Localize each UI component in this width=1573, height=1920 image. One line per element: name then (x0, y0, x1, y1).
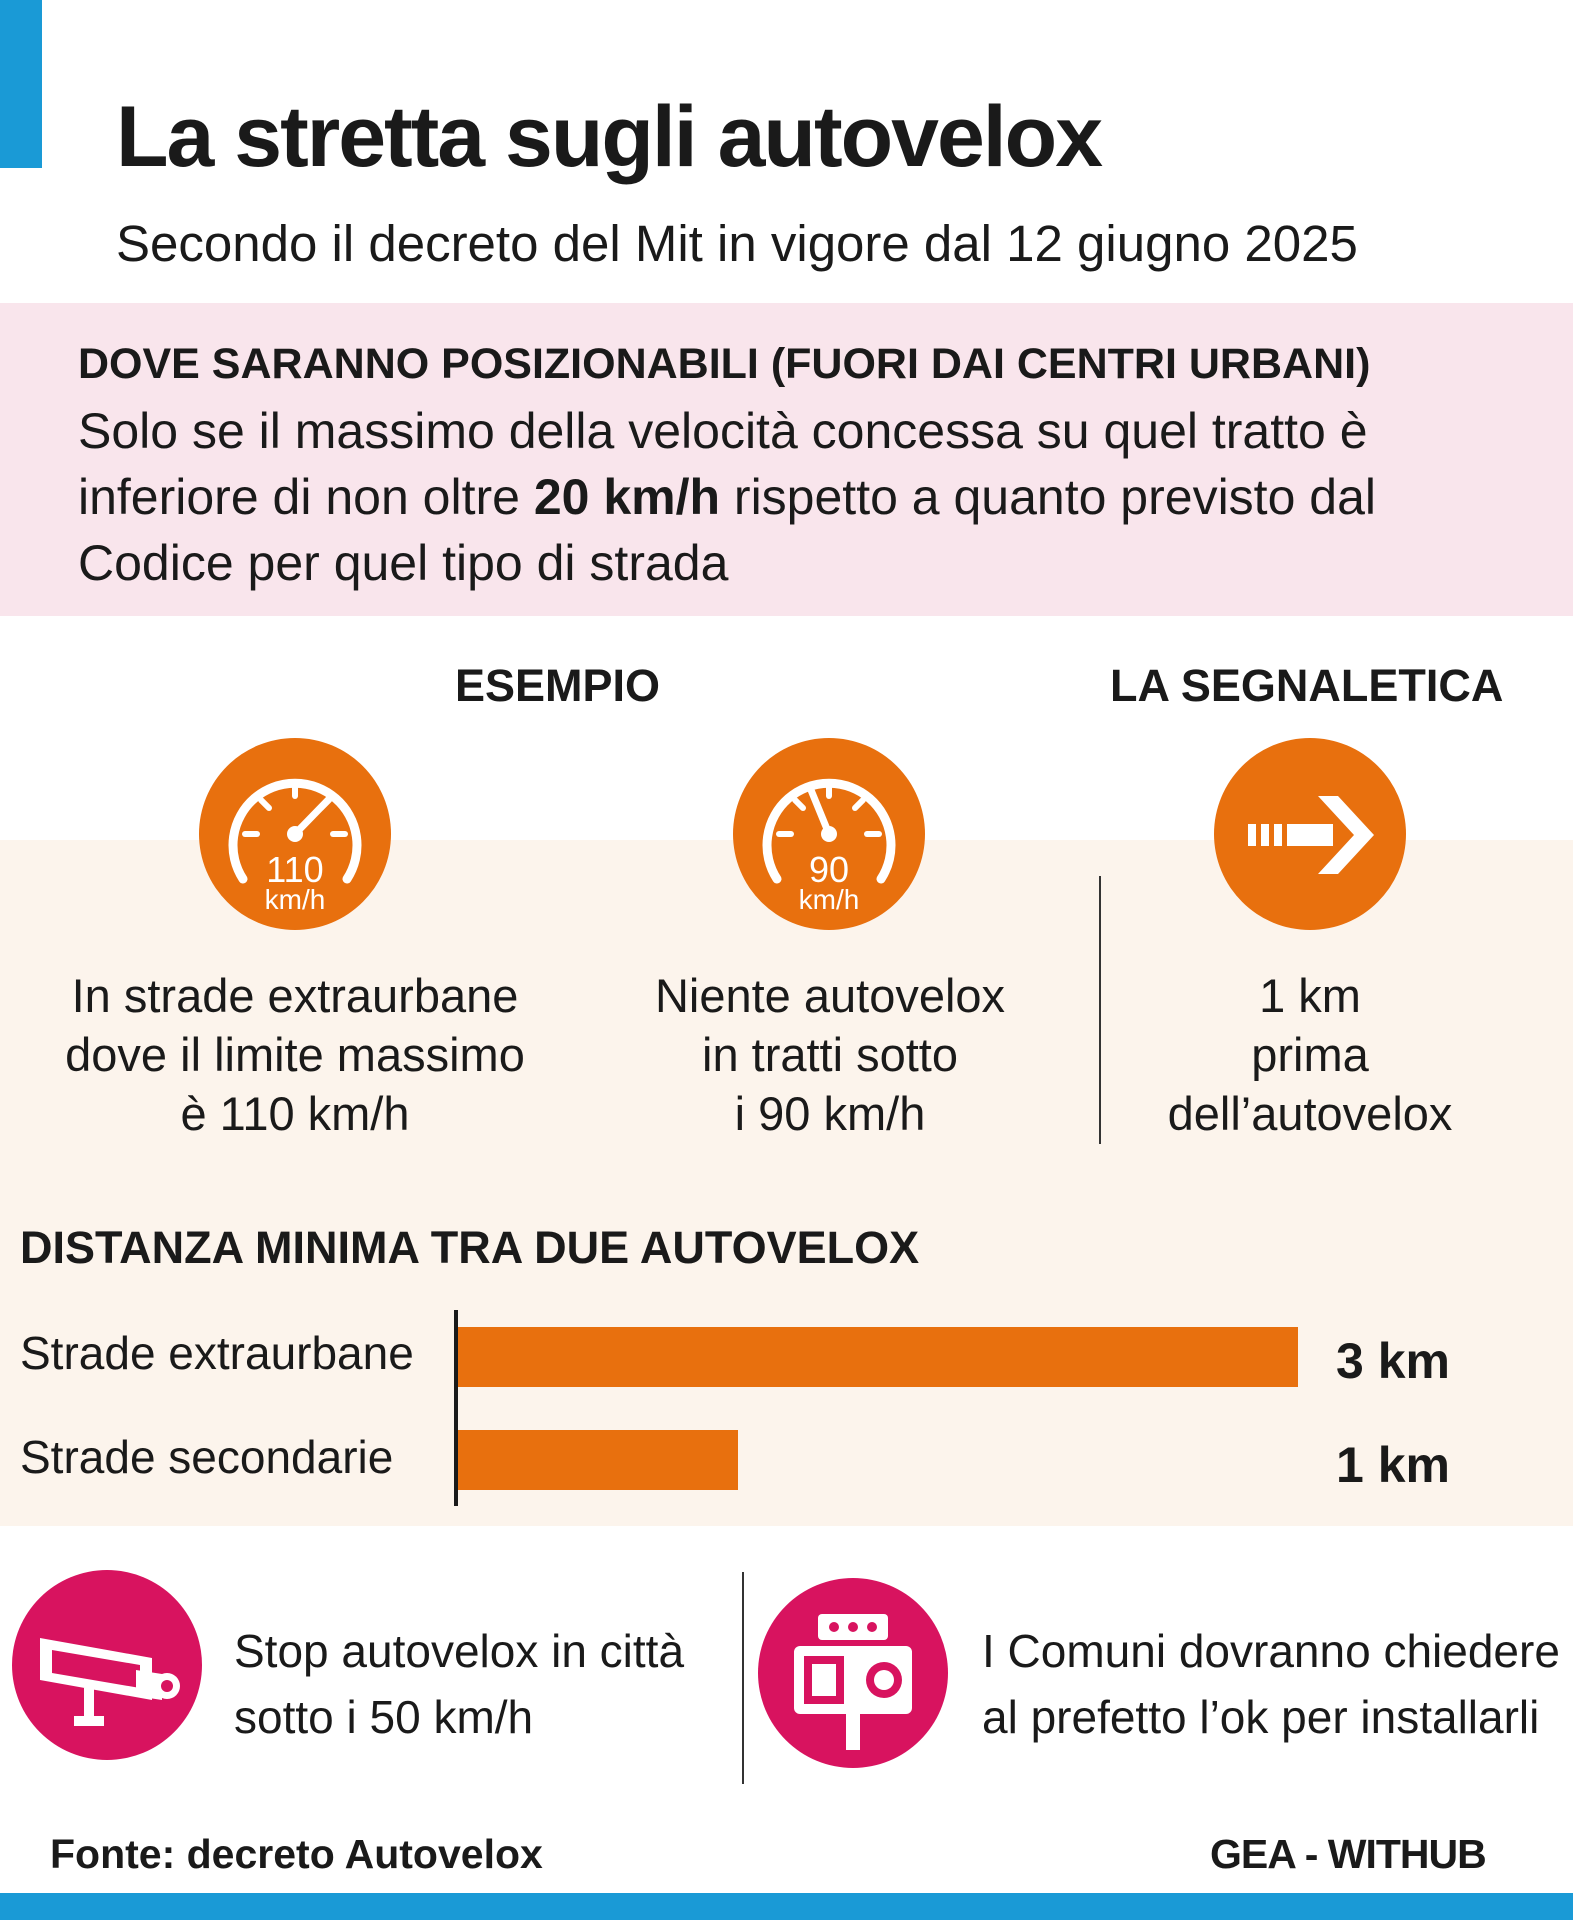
caption-line: dell’autovelox (1167, 1087, 1453, 1140)
bottom-text-left: Stop autovelox in città sotto i 50 km/h (234, 1618, 684, 1750)
arrow-right-icon (1214, 738, 1406, 930)
page-subtitle: Secondo il decreto del Mit in vigore dal… (116, 215, 1358, 272)
speed-value: 110 (266, 849, 324, 890)
caption-line: dove il limite massimo (65, 1028, 525, 1081)
example-heading: ESEMPIO (455, 660, 661, 711)
speed-value: 90 (808, 849, 850, 890)
caption-line: i 90 km/h (734, 1087, 926, 1140)
caption-line: In strade extraurbane (71, 969, 519, 1022)
placement-text-before: Solo se il massimo della velocità conces… (78, 403, 1368, 525)
speed-unit: km/h (798, 884, 860, 915)
bar (458, 1327, 1298, 1387)
bar (458, 1430, 738, 1490)
placement-text-after: rispetto a quanto previsto dal Codice pe… (78, 469, 1376, 591)
example-panel (0, 840, 1573, 1526)
caption-line: prima (1251, 1028, 1369, 1081)
text-line: al prefetto l’ok per installarli (982, 1691, 1540, 1743)
caption-line: Niente autovelox (654, 969, 1006, 1022)
bar-value-label: 3 km (1336, 1333, 1450, 1389)
bar-label: Strade extraurbane (20, 1327, 414, 1379)
bottom-text-right: I Comuni dovranno chiedere al prefetto l… (982, 1618, 1560, 1750)
bottom-strip (0, 1893, 1573, 1920)
chart-axis (454, 1310, 458, 1506)
caption-line: 1 km (1259, 969, 1361, 1022)
placement-text-bold: 20 km/h (533, 469, 721, 525)
speed-unit: km/h (264, 884, 326, 915)
page-title: La stretta sugli autovelox (116, 89, 1103, 185)
source-note: Fonte: decreto Autovelox (50, 1831, 543, 1877)
signage-caption: 1 km prima dell’autovelox (1120, 966, 1500, 1143)
divider (1099, 876, 1101, 1144)
speed-camera-icon (12, 1570, 202, 1760)
placement-text: Solo se il massimo della velocità conces… (78, 398, 1498, 596)
caption-line: in tratti sotto (702, 1028, 958, 1081)
speedometer-icon: 90 km/h (733, 738, 925, 930)
chart-title: DISTANZA MINIMA TRA DUE AUTOVELOX (20, 1222, 920, 1273)
divider (742, 1572, 744, 1784)
placement-heading: DOVE SARANNO POSIZIONABILI (FUORI DAI CE… (78, 340, 1371, 388)
credit: GEA - WITHUB (1210, 1831, 1487, 1877)
text-line: I Comuni dovranno chiedere (982, 1625, 1560, 1677)
speedometer-icon: 110 km/h (199, 738, 391, 930)
bar-label: Strade secondarie (20, 1431, 394, 1483)
example-caption: In strade extraurbane dove il limite mas… (30, 966, 560, 1143)
accent-bar (0, 0, 42, 168)
caption-line: è 110 km/h (180, 1087, 410, 1140)
speed-camera-icon (758, 1578, 948, 1768)
signage-heading: LA SEGNALETICA (1110, 660, 1504, 711)
example-caption: Niente autovelox in tratti sotto i 90 km… (580, 966, 1080, 1143)
text-line: Stop autovelox in città (234, 1625, 685, 1677)
placement-panel (0, 303, 1573, 616)
bar-value-label: 1 km (1336, 1437, 1450, 1493)
text-line: sotto i 50 km/h (234, 1691, 534, 1743)
